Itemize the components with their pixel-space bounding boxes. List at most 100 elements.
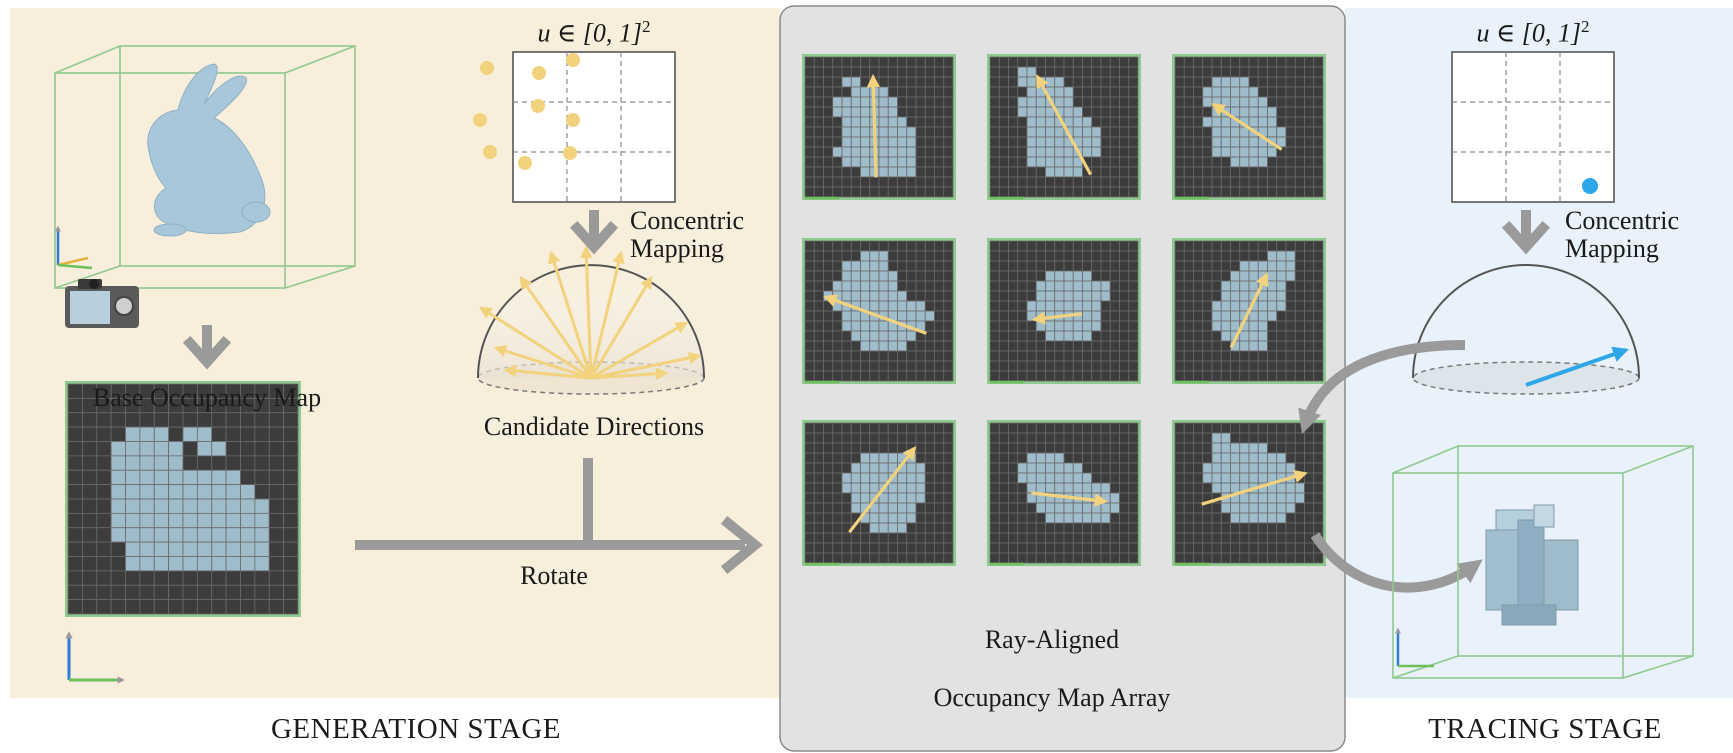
empty-cell [1239, 542, 1250, 554]
empty-cell [1008, 156, 1019, 168]
empty-cell [878, 422, 889, 434]
empty-cell [1174, 290, 1185, 302]
empty-cell [1054, 66, 1065, 78]
occupied-cell [832, 96, 843, 108]
occupied-cell [240, 527, 256, 543]
empty-cell [283, 556, 299, 572]
empty-cell [1202, 56, 1213, 68]
occupied-cell [1294, 492, 1305, 504]
empty-cell [1082, 360, 1093, 372]
occupied-cell [182, 426, 198, 442]
empty-cell [1109, 86, 1120, 98]
empty-cell [1026, 260, 1037, 272]
empty-cell [1294, 522, 1305, 534]
empty-cell [1008, 462, 1019, 474]
empty-cell [934, 522, 945, 534]
empty-cell [1276, 56, 1287, 68]
empty-cell [1128, 552, 1139, 564]
occupied-cell [110, 498, 126, 514]
empty-cell [1091, 422, 1102, 434]
empty-cell [1109, 542, 1120, 554]
empty-cell [823, 552, 834, 564]
empty-cell [1017, 260, 1028, 272]
occupied-cell [1248, 96, 1259, 108]
empty-cell [1202, 240, 1213, 252]
empty-cell [1276, 76, 1287, 88]
empty-cell [1091, 106, 1102, 118]
empty-cell [897, 542, 908, 554]
empty-cell [1276, 176, 1287, 188]
empty-cell [1202, 280, 1213, 292]
empty-cell [1008, 66, 1019, 78]
empty-cell [1183, 136, 1194, 148]
occupied-cell [1248, 280, 1259, 292]
occupied-cell [196, 469, 213, 486]
empty-cell [804, 482, 815, 494]
occupied-cell [1220, 472, 1231, 484]
empty-cell [96, 570, 112, 586]
empty-cell [1035, 66, 1046, 78]
empty-cell [998, 300, 1009, 312]
empty-cell [906, 76, 917, 88]
occupied-cell [1072, 270, 1083, 282]
occupied-cell [153, 469, 170, 486]
empty-cell [268, 599, 285, 615]
empty-cell [989, 106, 1000, 118]
empty-cell [1183, 442, 1194, 454]
stanford-bunny [147, 63, 271, 237]
empty-cell [832, 370, 843, 382]
occupied-cell [1239, 146, 1250, 158]
empty-cell [924, 176, 935, 188]
empty-cell [934, 340, 945, 352]
occupied-cell [1211, 442, 1222, 454]
empty-cell [1211, 532, 1222, 544]
occupied-cell [125, 484, 141, 500]
empty-cell [96, 512, 112, 529]
empty-cell [850, 432, 861, 444]
empty-cell [1304, 552, 1315, 564]
empty-cell [1220, 350, 1231, 362]
empty-cell [1128, 330, 1139, 342]
ray-aligned-map [1172, 420, 1326, 566]
empty-cell [915, 116, 926, 128]
empty-cell [924, 116, 935, 128]
occupied-cell [1202, 462, 1213, 474]
empty-cell [1119, 492, 1130, 504]
empty-cell [1294, 166, 1305, 178]
occupied-cell [1072, 462, 1083, 474]
occupied-cell [196, 484, 213, 500]
empty-cell [1248, 186, 1259, 198]
empty-cell [897, 106, 908, 118]
empty-cell [1285, 166, 1296, 178]
empty-cell [841, 240, 852, 252]
empty-cell [1183, 330, 1194, 342]
ray-aligned-map [802, 54, 956, 200]
generation-stage-label: GENERATION STAGE [270, 713, 562, 745]
down-arrow-base [182, 325, 232, 370]
empty-cell [924, 542, 935, 554]
empty-cell [832, 186, 843, 198]
empty-cell [1017, 56, 1028, 68]
occupied-cell [906, 146, 917, 158]
empty-cell [1017, 166, 1028, 178]
empty-cell [1008, 166, 1019, 178]
empty-cell [1045, 250, 1056, 262]
concentric-mapping-right-line1: Concentric [1565, 206, 1680, 235]
empty-cell [1276, 186, 1287, 198]
empty-cell [1313, 176, 1324, 188]
occupied-cell [850, 116, 861, 128]
empty-cell [860, 370, 871, 382]
empty-cell [1100, 96, 1111, 108]
empty-cell [1017, 442, 1028, 454]
occupied-cell [915, 472, 926, 484]
empty-cell [1220, 66, 1231, 78]
empty-cell [1267, 186, 1278, 198]
empty-cell [804, 452, 815, 464]
empty-cell [1193, 442, 1204, 454]
empty-cell [804, 260, 815, 272]
empty-cell [832, 472, 843, 484]
empty-cell [1128, 76, 1139, 88]
empty-cell [1100, 432, 1111, 444]
occupied-cell [1045, 462, 1056, 474]
occupied-cell [1054, 136, 1065, 148]
